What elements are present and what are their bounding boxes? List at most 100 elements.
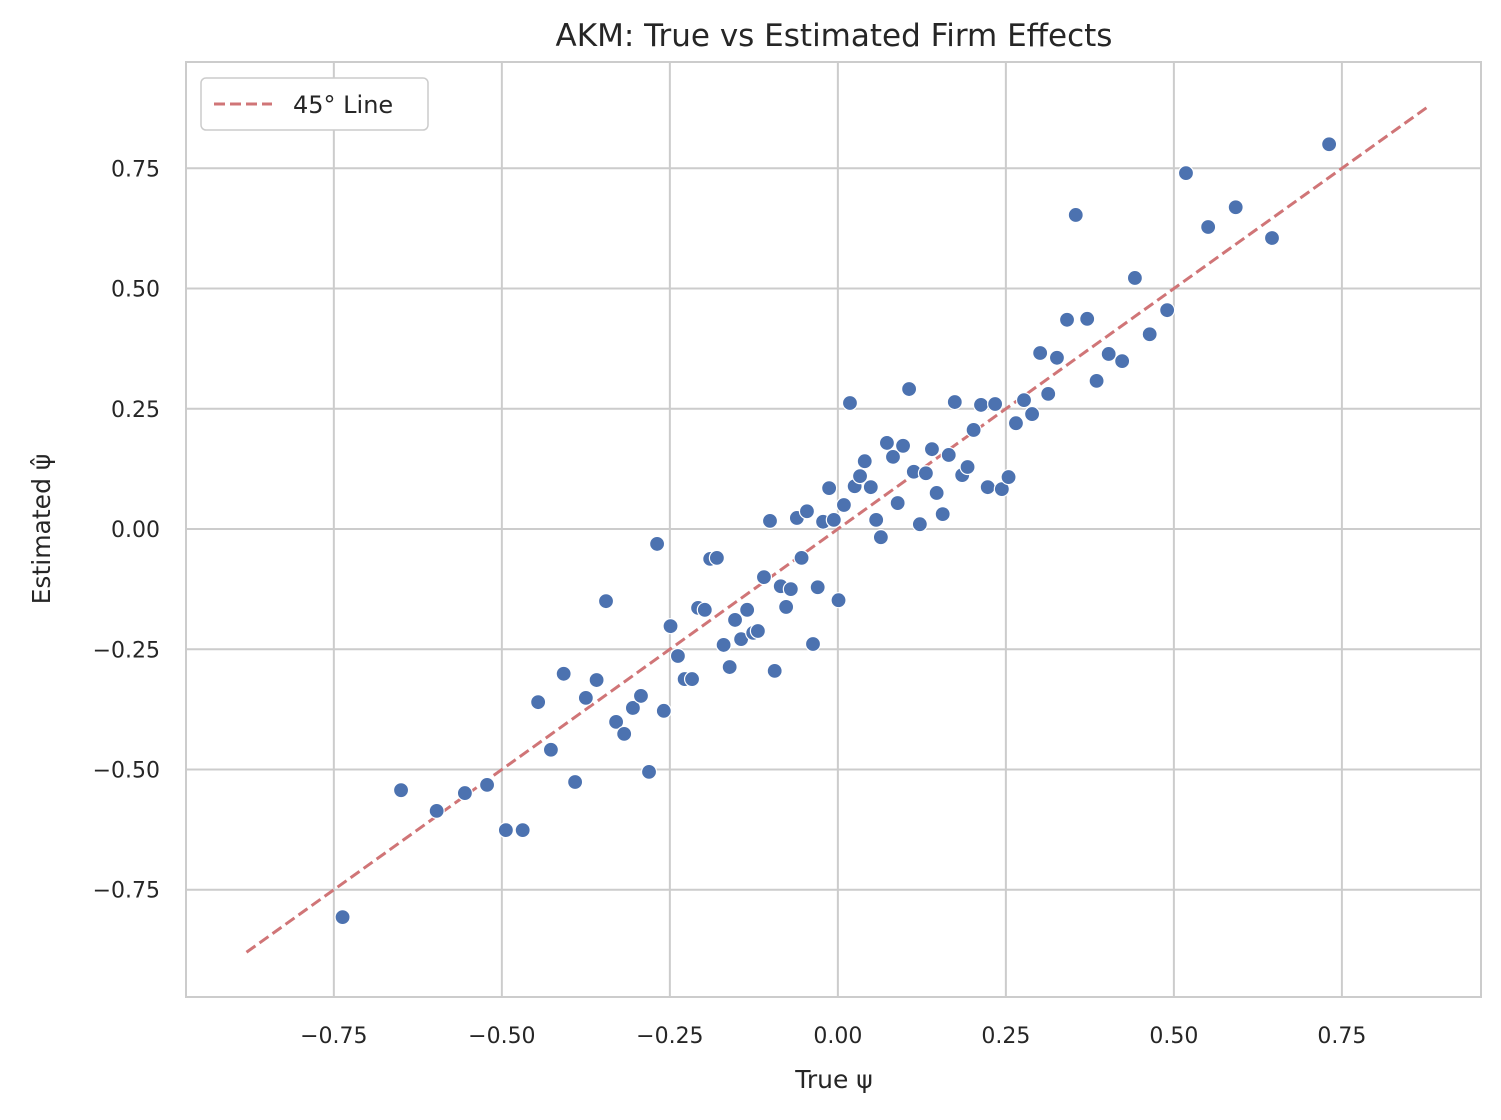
data-point <box>856 453 873 470</box>
data-point <box>1040 385 1057 402</box>
data-point <box>1007 415 1025 432</box>
data-point <box>878 434 896 452</box>
data-point <box>862 479 879 496</box>
x-axis-label: True ψ <box>794 1065 873 1094</box>
data-point <box>497 822 514 839</box>
data-point <box>334 909 351 926</box>
y-tick-label: −0.50 <box>93 759 160 784</box>
data-point <box>542 741 560 758</box>
y-tick-label: 0.00 <box>111 518 160 543</box>
legend: 45° Line <box>200 77 429 131</box>
data-point <box>940 446 957 464</box>
data-point <box>1023 405 1041 423</box>
data-point <box>1032 344 1049 362</box>
data-point <box>1141 326 1158 343</box>
data-point <box>726 611 744 629</box>
data-point <box>965 421 982 439</box>
y-tick-label: −0.75 <box>93 879 160 904</box>
data-point <box>798 503 816 520</box>
data-point <box>648 535 666 553</box>
data-point <box>917 465 935 482</box>
x-tick-label: 0.25 <box>981 1024 1030 1049</box>
data-point <box>655 702 672 719</box>
chart-title: AKM: True vs Estimated Firm Effects <box>556 18 1113 54</box>
data-point <box>1000 468 1017 486</box>
x-tick-label: −0.50 <box>468 1024 535 1049</box>
data-point <box>1114 353 1131 370</box>
data-point <box>804 635 822 653</box>
data-point <box>835 496 853 514</box>
data-point <box>761 512 779 529</box>
data-point <box>928 484 945 502</box>
data-point <box>708 549 726 566</box>
points-group <box>334 136 1338 926</box>
data-point <box>1200 218 1217 236</box>
data-point <box>597 593 615 610</box>
data-point <box>972 396 990 414</box>
data-point <box>588 671 605 689</box>
y-tick-label: −0.25 <box>93 638 160 663</box>
legend-box <box>200 77 429 131</box>
grid <box>186 62 1481 997</box>
data-point <box>1015 392 1033 409</box>
data-point <box>739 601 756 618</box>
data-point <box>428 802 445 819</box>
y-tick-label: 0.75 <box>111 157 160 182</box>
data-point <box>1067 206 1084 224</box>
data-point <box>946 393 963 411</box>
data-point <box>889 494 906 512</box>
data-point <box>841 394 859 412</box>
data-point <box>793 549 810 566</box>
data-point <box>683 670 701 688</box>
data-point <box>669 647 687 665</box>
x-tick-label: 0.75 <box>1317 1024 1366 1049</box>
data-point <box>1100 345 1117 363</box>
data-point <box>825 511 842 528</box>
data-point <box>1263 229 1281 247</box>
data-point <box>640 763 658 781</box>
data-point <box>872 529 889 546</box>
legend-label: 45° Line <box>293 91 393 119</box>
data-point <box>749 622 766 640</box>
y-tick-label: 0.25 <box>111 398 160 423</box>
data-point <box>1159 302 1176 319</box>
data-point <box>884 448 902 465</box>
data-point <box>778 598 795 616</box>
data-point <box>715 636 732 654</box>
data-point <box>923 441 941 458</box>
data-point <box>456 784 473 802</box>
x-tick-label: 0.00 <box>813 1024 862 1049</box>
data-point <box>894 437 912 454</box>
x-tick-label: −0.75 <box>300 1024 367 1049</box>
data-point <box>809 579 826 596</box>
y-tick-label: 0.50 <box>111 278 160 303</box>
x-tick-label: −0.25 <box>636 1024 703 1049</box>
data-point <box>830 592 847 609</box>
plot-frame <box>185 61 1482 998</box>
x-tick-label: 0.50 <box>1149 1024 1198 1049</box>
y-axis-label: Estimated ψ̂ <box>27 454 56 605</box>
data-point <box>577 689 594 706</box>
data-point <box>1088 372 1105 389</box>
data-point <box>987 395 1004 413</box>
data-point <box>755 569 773 586</box>
data-point <box>911 516 928 533</box>
data-point <box>782 581 799 598</box>
data-point <box>979 479 996 496</box>
data-point <box>993 480 1010 498</box>
data-point <box>868 511 885 528</box>
data-point <box>851 468 869 485</box>
data-point <box>1321 136 1338 153</box>
data-point <box>934 506 951 523</box>
data-point <box>632 687 650 705</box>
data-point <box>514 822 531 839</box>
data-point <box>901 380 918 398</box>
data-point <box>1079 310 1096 327</box>
data-point <box>766 662 783 680</box>
data-point <box>662 618 679 635</box>
data-point <box>616 725 633 743</box>
data-point <box>607 713 625 730</box>
data-point <box>392 782 410 799</box>
data-point <box>1227 199 1244 216</box>
